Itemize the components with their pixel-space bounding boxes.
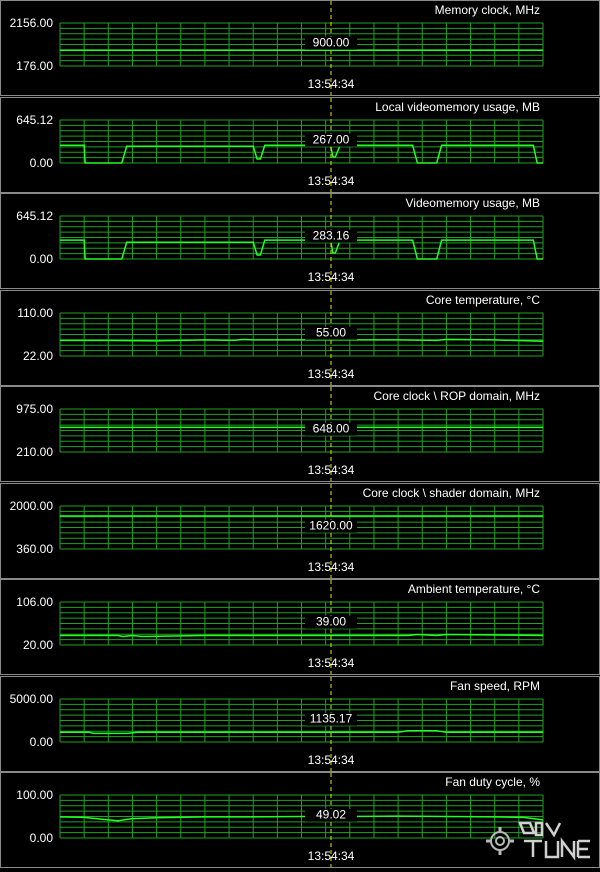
y-min-label: 20.00 (23, 638, 53, 652)
graph-panel: Videomemory usage, MB 645.12 0.00 283.16 13:… (0, 193, 600, 289)
y-max-label: 975.00 (16, 402, 53, 416)
graph-canvas: Ambient temperature, °C 106.00 20.00 39.00 1… (16, 580, 544, 674)
current-value-background (305, 712, 357, 726)
series-line (60, 144, 543, 164)
series-line (59, 815, 544, 822)
graph-canvas: Core temperature, °C 110.00 22.00 55.00 13:5… (17, 291, 544, 385)
y-min-label: 0.00 (30, 831, 54, 845)
graph-canvas: Memory clock, MHz 2156.00 176.00 900.00 13:5… (10, 1, 544, 95)
graph-panel: Memory clock, MHz 2156.00 176.00 900.00 13:5… (0, 0, 600, 96)
y-max-label: 645.12 (16, 113, 53, 127)
y-min-label: 0.00 (30, 156, 54, 170)
graph-title: Videomemory usage, MB (405, 196, 540, 210)
current-value-label: 39.00 (316, 615, 346, 629)
current-value-label: 267.00 (313, 133, 350, 147)
y-min-label: 360.00 (16, 542, 53, 556)
series-line (60, 338, 544, 343)
graph-canvas: Core clock \ shader domain, MHz 2000.00 36… (10, 484, 544, 578)
time-label: 13:54:34 (308, 367, 355, 381)
time-label: 13:54:34 (308, 463, 355, 477)
current-value-background (305, 36, 357, 50)
time-label: 13:54:34 (308, 174, 355, 188)
y-max-label: 106.00 (16, 595, 53, 609)
graph-title: Ambient temperature, °C (408, 582, 541, 596)
y-max-label: 2156.00 (10, 16, 54, 30)
time-label: 13:54:34 (308, 656, 355, 670)
graph-canvas: Core clock \ ROP domain, MHz 975.00 210.00… (16, 387, 544, 481)
y-min-label: 22.00 (23, 349, 53, 363)
current-value-background (305, 808, 357, 822)
graph-title: Core clock \ shader domain, MHz (363, 486, 540, 500)
graph-canvas: Fan duty cycle, % 100.00 0.00 49.02 13:54:34 (16, 773, 544, 867)
time-label: 13:54:34 (308, 560, 355, 574)
current-value-label: 1135.17 (310, 712, 353, 726)
graph-title: Core clock \ ROP domain, MHz (374, 389, 541, 403)
graph-canvas: Fan speed, RPM 5000.00 0.00 1135.17 13:54:34 (10, 677, 544, 771)
y-max-label: 5000.00 (10, 692, 54, 706)
time-label: 13:54:34 (308, 270, 355, 284)
y-max-label: 100.00 (16, 788, 53, 802)
graph-title: Fan speed, RPM (450, 679, 540, 693)
graph-panel: Ambient temperature, °C 106.00 20.00 39.00 1… (0, 579, 600, 675)
graph-panel: Core clock \ ROP domain, MHz 975.00 210.00… (0, 386, 600, 482)
current-value-background (305, 133, 357, 147)
graph-title: Core temperature, °C (426, 293, 541, 307)
y-max-label: 2000.00 (10, 499, 54, 513)
graph-panel: Core temperature, °C 110.00 22.00 55.00 13:5… (0, 290, 600, 386)
time-label: 13:54:34 (308, 849, 355, 863)
time-label: 13:54:34 (308, 753, 355, 767)
series-line (60, 730, 543, 735)
y-min-label: 0.00 (30, 252, 54, 266)
current-value-background (305, 326, 357, 340)
rivatuner-logo (486, 821, 590, 861)
y-min-label: 0.00 (30, 735, 54, 749)
current-value-background (305, 615, 357, 629)
series-line (60, 633, 544, 638)
graph-title: Local videomemory usage, MB (375, 100, 540, 114)
current-value-label: 900.00 (313, 36, 350, 50)
current-value-label: 648.00 (313, 422, 350, 436)
current-value-label: 1620.00 (309, 519, 353, 533)
current-value-label: 283.16 (313, 229, 350, 243)
current-value-background (305, 229, 357, 243)
current-value-background (305, 422, 357, 436)
graph-canvas: Videomemory usage, MB 645.12 0.00 283.16 13:… (16, 194, 544, 288)
graph-panel: Fan speed, RPM 5000.00 0.00 1135.17 13:54:34 (0, 676, 600, 772)
current-value-label: 49.02 (316, 808, 346, 822)
graph-panel: Core clock \ shader domain, MHz 2000.00 36… (0, 483, 600, 579)
current-value-background (305, 519, 357, 533)
y-min-label: 210.00 (16, 445, 53, 459)
time-label: 13:54:34 (308, 77, 355, 91)
y-max-label: 110.00 (17, 306, 53, 320)
graph-panel: Local videomemory usage, MB 645.12 0.00 267… (0, 97, 600, 193)
graph-title: Fan duty cycle, % (445, 775, 540, 789)
current-value-label: 55.00 (316, 326, 346, 340)
y-min-label: 176.00 (16, 59, 53, 73)
graph-title: Memory clock, MHz (435, 3, 540, 17)
y-max-label: 645.12 (16, 209, 53, 223)
series-line (60, 239, 543, 260)
graph-canvas: Local videomemory usage, MB 645.12 0.00 267… (16, 98, 544, 192)
